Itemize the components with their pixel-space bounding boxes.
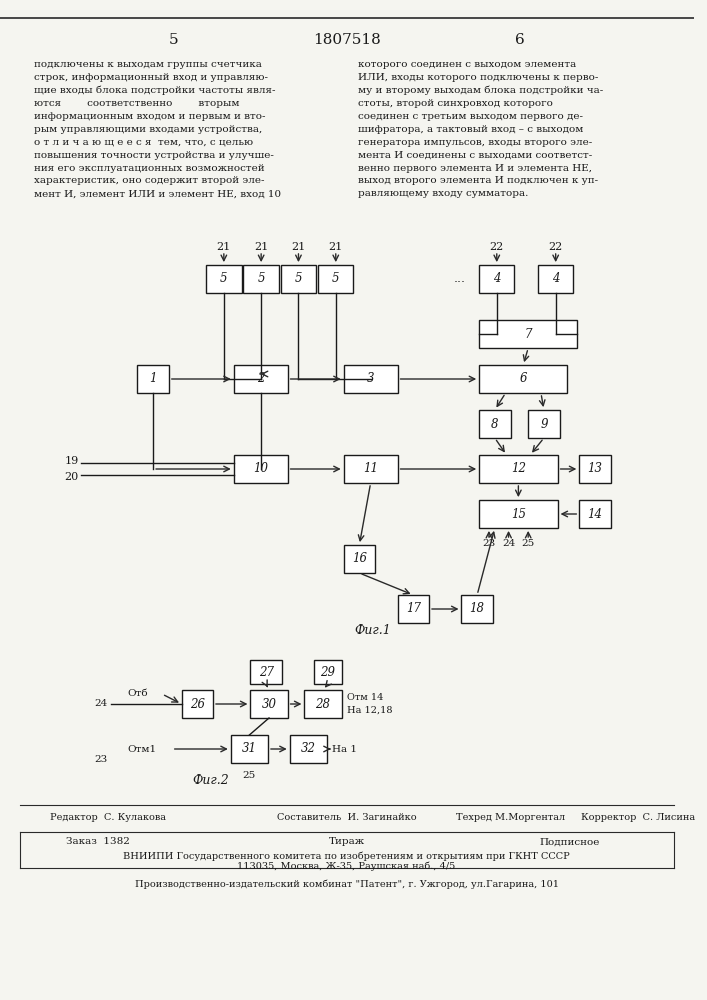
FancyBboxPatch shape — [397, 595, 429, 623]
Text: 14: 14 — [588, 508, 602, 520]
Text: Подписное: Подписное — [539, 838, 600, 846]
Text: 21: 21 — [217, 242, 231, 252]
Text: 5: 5 — [220, 272, 228, 286]
FancyBboxPatch shape — [479, 455, 558, 483]
Text: 12: 12 — [511, 462, 526, 476]
FancyBboxPatch shape — [479, 365, 568, 393]
Text: которого соединен с выходом элемента
ИЛИ, входы которого подключены к перво-
му : которого соединен с выходом элемента ИЛИ… — [358, 60, 604, 198]
Text: 113035, Москва, Ж-35, Раушская наб., 4/5: 113035, Москва, Ж-35, Раушская наб., 4/5 — [238, 861, 456, 871]
Text: 22: 22 — [549, 242, 563, 252]
Text: 24: 24 — [502, 538, 515, 548]
Text: 7: 7 — [525, 328, 532, 340]
FancyBboxPatch shape — [230, 735, 268, 763]
FancyBboxPatch shape — [479, 500, 558, 528]
Text: 5: 5 — [295, 272, 302, 286]
Text: Фиг.1: Фиг.1 — [355, 624, 392, 637]
Text: Заказ  1382: Заказ 1382 — [66, 838, 130, 846]
Text: 15: 15 — [511, 508, 526, 520]
FancyBboxPatch shape — [206, 265, 242, 293]
Text: На 12,18: На 12,18 — [346, 706, 392, 714]
Text: подключены к выходам группы счетчика
строк, информационный вход и управляю-
щие : подключены к выходам группы счетчика стр… — [35, 60, 281, 198]
Text: 26: 26 — [190, 698, 205, 710]
FancyBboxPatch shape — [528, 410, 560, 438]
Text: 23: 23 — [482, 538, 496, 548]
Text: 16: 16 — [352, 552, 367, 566]
Text: 6: 6 — [515, 33, 525, 47]
FancyBboxPatch shape — [314, 660, 341, 684]
Text: 5: 5 — [257, 272, 265, 286]
Text: Отм1: Отм1 — [128, 744, 157, 754]
FancyBboxPatch shape — [233, 365, 288, 393]
Text: 2: 2 — [257, 372, 264, 385]
Text: Отб: Отб — [128, 690, 148, 698]
Text: Тираж: Тираж — [329, 838, 365, 846]
Text: ...: ... — [453, 272, 465, 286]
Text: 3: 3 — [367, 372, 375, 385]
Text: 24: 24 — [95, 700, 108, 708]
Text: 17: 17 — [406, 602, 421, 615]
FancyBboxPatch shape — [250, 660, 282, 684]
Text: 30: 30 — [262, 698, 276, 710]
FancyBboxPatch shape — [344, 545, 375, 573]
FancyBboxPatch shape — [462, 595, 493, 623]
FancyBboxPatch shape — [304, 690, 341, 718]
Text: 29: 29 — [320, 666, 335, 678]
FancyBboxPatch shape — [233, 455, 288, 483]
Text: 27: 27 — [259, 666, 274, 678]
Text: Техред М.Моргентал: Техред М.Моргентал — [456, 814, 565, 822]
Text: Фиг.2: Фиг.2 — [193, 774, 230, 786]
Text: 23: 23 — [95, 754, 108, 764]
FancyBboxPatch shape — [137, 365, 169, 393]
Text: 32: 32 — [300, 742, 316, 756]
Text: Составитель  И. Загинайко: Составитель И. Загинайко — [276, 814, 416, 822]
Text: 5: 5 — [332, 272, 339, 286]
Text: 8: 8 — [491, 418, 498, 430]
Text: 31: 31 — [242, 742, 257, 756]
FancyBboxPatch shape — [243, 265, 279, 293]
Text: 1: 1 — [149, 372, 157, 385]
Text: 4: 4 — [493, 272, 501, 286]
Text: 9: 9 — [540, 418, 548, 430]
Text: 21: 21 — [329, 242, 343, 252]
FancyBboxPatch shape — [538, 265, 573, 293]
FancyBboxPatch shape — [479, 265, 515, 293]
FancyBboxPatch shape — [344, 365, 397, 393]
Text: Корректор  С. Лисина: Корректор С. Лисина — [581, 814, 695, 822]
Text: Редактор  С. Кулакова: Редактор С. Кулакова — [50, 814, 166, 822]
Text: 28: 28 — [315, 698, 330, 710]
FancyBboxPatch shape — [479, 410, 510, 438]
Text: 21: 21 — [291, 242, 305, 252]
Text: 25: 25 — [243, 770, 256, 780]
Text: Отм 14: Отм 14 — [346, 694, 383, 702]
Text: 5: 5 — [169, 33, 179, 47]
Text: 22: 22 — [490, 242, 504, 252]
FancyBboxPatch shape — [344, 455, 397, 483]
FancyBboxPatch shape — [318, 265, 354, 293]
Text: 18: 18 — [469, 602, 484, 615]
Text: 20: 20 — [64, 472, 78, 482]
FancyBboxPatch shape — [579, 500, 611, 528]
FancyBboxPatch shape — [182, 690, 213, 718]
Text: На 1: На 1 — [332, 744, 357, 754]
Text: 1807518: 1807518 — [312, 33, 380, 47]
Text: 25: 25 — [522, 538, 534, 548]
Text: ВНИИПИ Государственного комитета по изобретениям и открытиям при ГКНТ СССР: ВНИИПИ Государственного комитета по изоб… — [123, 851, 570, 861]
Text: 21: 21 — [254, 242, 268, 252]
Text: 4: 4 — [552, 272, 559, 286]
FancyBboxPatch shape — [479, 320, 578, 348]
FancyBboxPatch shape — [290, 735, 327, 763]
Text: 13: 13 — [588, 462, 602, 476]
Text: 19: 19 — [64, 456, 78, 466]
FancyBboxPatch shape — [281, 265, 316, 293]
FancyBboxPatch shape — [250, 690, 288, 718]
Text: Производственно-издательский комбинат "Патент", г. Ужгород, ул.Гагарина, 101: Производственно-издательский комбинат "П… — [134, 879, 559, 889]
Text: 11: 11 — [363, 462, 378, 476]
FancyBboxPatch shape — [579, 455, 611, 483]
Text: 10: 10 — [253, 462, 268, 476]
Text: 6: 6 — [520, 372, 527, 385]
